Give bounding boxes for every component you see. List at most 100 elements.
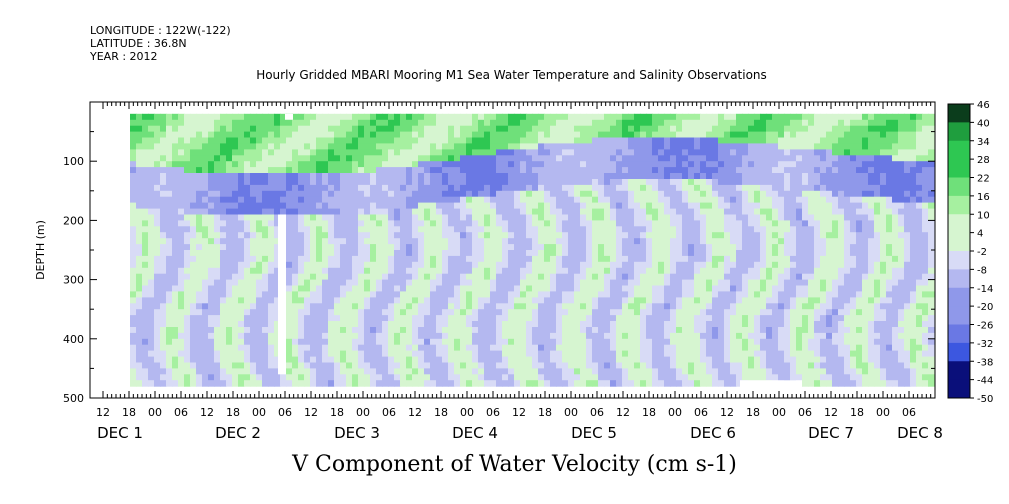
heatmap-cell — [466, 315, 473, 322]
heatmap-cell — [502, 261, 509, 269]
heatmap-cell — [676, 362, 683, 369]
heatmap-cell — [484, 344, 491, 352]
heatmap-cell — [136, 255, 143, 263]
heatmap-cell — [400, 244, 407, 251]
heatmap-cell — [640, 315, 647, 322]
heatmap-cell — [748, 255, 755, 263]
heatmap-cell — [376, 143, 383, 150]
heatmap-cell — [604, 220, 611, 227]
heatmap-cell — [340, 380, 347, 387]
heatmap-cell — [256, 161, 263, 168]
heatmap-cell — [238, 303, 245, 310]
heatmap-cell — [268, 184, 275, 192]
heatmap-cell — [202, 244, 209, 251]
heatmap-cell — [352, 214, 359, 221]
heatmap-cell — [640, 214, 647, 221]
heatmap-cell — [334, 167, 341, 174]
heatmap-cell — [142, 362, 149, 369]
heatmap-cell — [730, 321, 737, 328]
heatmap-cell — [292, 208, 299, 216]
heatmap-cell — [658, 190, 665, 198]
heatmap-cell — [268, 131, 275, 139]
heatmap-cell — [538, 362, 545, 369]
heatmap-cell — [352, 303, 359, 310]
heatmap-cell — [634, 350, 641, 358]
heatmap-cell — [346, 113, 353, 121]
heatmap-cell — [502, 303, 509, 310]
heatmap-cell — [772, 113, 779, 121]
heatmap-cell — [610, 350, 617, 358]
heatmap-cell — [136, 368, 143, 375]
heatmap-cell — [580, 119, 587, 127]
heatmap-cell — [148, 167, 155, 174]
heatmap-cell — [262, 143, 269, 150]
heatmap-cell — [436, 380, 443, 387]
heatmap-cell — [358, 196, 365, 204]
heatmap-cell — [406, 202, 413, 210]
heatmap-cell — [580, 344, 587, 352]
heatmap-cell — [370, 332, 377, 340]
heatmap-cell — [292, 368, 299, 375]
heatmap-cell — [640, 321, 647, 328]
heatmap-cell — [340, 291, 347, 298]
heatmap-cell — [634, 327, 641, 334]
heatmap-cell — [328, 220, 335, 227]
heatmap-cell — [382, 238, 389, 245]
heatmap-cell — [574, 327, 581, 334]
heatmap-cell — [760, 261, 767, 269]
heatmap-cell — [262, 315, 269, 322]
heatmap-cell — [256, 173, 263, 180]
heatmap-cell — [478, 155, 485, 162]
heatmap-cell — [292, 321, 299, 328]
heatmap-cell — [472, 244, 479, 251]
heatmap-cell — [502, 226, 509, 233]
heatmap-cell — [430, 250, 437, 257]
heatmap-cell — [754, 297, 761, 304]
heatmap-cell — [130, 208, 137, 216]
heatmap-cell — [262, 380, 269, 387]
heatmap-cell — [250, 338, 257, 346]
heatmap-cell — [568, 309, 575, 316]
heatmap-cell — [646, 238, 653, 245]
heatmap-cell — [514, 374, 521, 381]
heatmap-cell — [334, 119, 341, 127]
heatmap-cell — [460, 368, 467, 375]
heatmap-cell — [688, 202, 695, 210]
heatmap-cell — [298, 285, 305, 292]
heatmap-cell — [670, 273, 677, 281]
heatmap-cell — [550, 190, 557, 198]
heatmap-cell — [580, 173, 587, 180]
heatmap-cell — [742, 297, 749, 304]
heatmap-cell — [538, 315, 545, 322]
heatmap-cell — [706, 250, 713, 257]
heatmap-cell — [262, 273, 269, 281]
heatmap-cell — [520, 374, 527, 381]
heatmap-cell — [484, 368, 491, 375]
heatmap-cell — [304, 113, 311, 121]
heatmap-cell — [148, 267, 155, 275]
heatmap-cell — [412, 297, 419, 304]
heatmap-cell — [376, 220, 383, 227]
heatmap-cell — [700, 184, 707, 192]
heatmap-cell — [430, 303, 437, 310]
heatmap-cell — [568, 261, 575, 269]
heatmap-cell — [736, 208, 743, 216]
heatmap-cell — [208, 327, 215, 334]
heatmap-cell — [148, 214, 155, 221]
heatmap-cell — [640, 155, 647, 162]
heatmap-cell — [484, 374, 491, 381]
heatmap-cell — [346, 125, 353, 133]
heatmap-cell — [262, 238, 269, 245]
heatmap-cell — [622, 125, 629, 133]
heatmap-cell — [658, 267, 665, 275]
heatmap-cell — [256, 208, 263, 216]
heatmap-cell — [748, 179, 755, 186]
heatmap-cell — [448, 208, 455, 216]
heatmap-cell — [658, 179, 665, 186]
heatmap-cell — [514, 161, 521, 168]
heatmap-cell — [292, 131, 299, 139]
heatmap-cell — [460, 315, 467, 322]
heatmap-cell — [376, 208, 383, 216]
heatmap-cell — [286, 202, 293, 210]
heatmap-cell — [628, 173, 635, 180]
